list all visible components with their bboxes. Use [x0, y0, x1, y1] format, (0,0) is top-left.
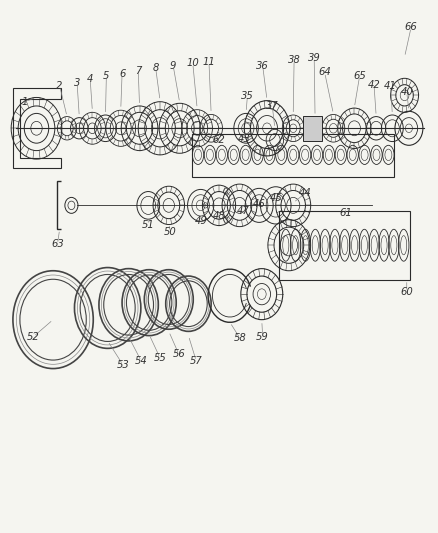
- Text: 55: 55: [154, 353, 166, 363]
- Text: 38: 38: [288, 55, 300, 65]
- Text: 10: 10: [187, 59, 199, 68]
- Text: 1: 1: [21, 96, 28, 107]
- Text: 5: 5: [103, 71, 110, 81]
- Text: 58: 58: [233, 333, 246, 343]
- Text: 59: 59: [256, 332, 269, 342]
- Text: 63: 63: [51, 239, 64, 249]
- Text: 44: 44: [299, 188, 312, 198]
- Text: 40: 40: [400, 87, 413, 97]
- Text: 50: 50: [164, 227, 177, 237]
- Text: 61: 61: [339, 208, 352, 219]
- Text: 35: 35: [241, 91, 254, 101]
- Text: 4: 4: [87, 75, 93, 84]
- Text: 36: 36: [256, 61, 269, 70]
- Text: 52: 52: [27, 332, 40, 342]
- Text: 66: 66: [405, 22, 417, 33]
- Text: 57: 57: [190, 356, 203, 366]
- Text: 47: 47: [237, 206, 249, 216]
- Text: 65: 65: [353, 71, 366, 81]
- Text: 51: 51: [142, 220, 155, 230]
- Text: 37: 37: [266, 101, 279, 111]
- Text: 11: 11: [203, 57, 215, 67]
- Text: 62: 62: [212, 135, 226, 145]
- Text: 39: 39: [308, 53, 321, 62]
- Text: 45: 45: [270, 193, 283, 204]
- Text: 49: 49: [195, 216, 208, 227]
- Text: 56: 56: [173, 349, 185, 359]
- Text: 48: 48: [212, 211, 226, 221]
- Text: 41: 41: [384, 81, 397, 91]
- FancyBboxPatch shape: [303, 116, 322, 141]
- Text: 7: 7: [135, 66, 141, 76]
- Text: 6: 6: [119, 69, 125, 79]
- Text: 53: 53: [117, 360, 129, 370]
- Text: 8: 8: [152, 63, 159, 73]
- Text: 3: 3: [74, 78, 80, 88]
- Text: 64: 64: [318, 68, 331, 77]
- Text: 42: 42: [367, 80, 380, 90]
- Text: 9: 9: [170, 61, 177, 70]
- Text: 46: 46: [253, 199, 266, 209]
- Text: 2: 2: [57, 81, 63, 91]
- Text: 43: 43: [238, 134, 251, 144]
- Text: 60: 60: [400, 287, 413, 297]
- Text: 54: 54: [135, 356, 148, 366]
